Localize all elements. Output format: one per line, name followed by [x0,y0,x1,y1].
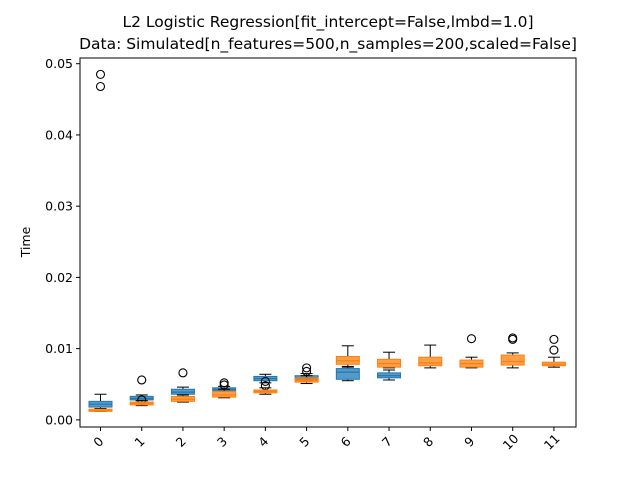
y-tick-label: 0.00 [45,412,73,427]
x-tick-label: 3 [214,434,230,450]
flier-point [466,334,477,344]
box-series_b-2 [170,368,195,403]
box-series_b-6 [335,345,360,367]
x-tick-label: 7 [379,434,395,450]
flier-point [219,380,229,390]
box-body [418,356,443,367]
x-tick-label: 0 [90,434,106,450]
box-series_a-0 [88,69,113,409]
box-series_b-4 [253,387,278,395]
flier-point [137,375,147,385]
x-tick-label: 10 [500,431,522,453]
flier-point [178,368,188,378]
box-series_b-1 [129,375,154,407]
box-series_a-4 [253,373,278,391]
box-body [500,354,525,366]
flier-point [549,345,559,355]
plot-area [88,69,566,412]
box-series_a-7 [377,369,402,381]
x-tick-label: 2 [173,434,189,450]
flier-point [549,334,559,344]
box-body [294,377,319,383]
x-tick-label: 9 [461,434,477,450]
y-tick-label: 0.01 [45,341,73,356]
y-tick-label: 0.05 [45,56,73,71]
flier-point [95,81,106,92]
x-tick-label: 8 [420,434,436,450]
box-series_b-9 [459,334,484,369]
box-series_b-3 [212,380,237,399]
chart-title-line-1: L2 Logistic Regression[fit_intercept=Fal… [122,13,533,32]
y-tick-label: 0.04 [45,127,73,142]
y-axis-label: Time [18,226,33,258]
x-tick-label: 1 [131,434,147,450]
box-series_b-7 [377,351,402,369]
box-body [212,390,237,398]
box-series_a-6 [335,366,360,382]
x-tick-label: 4 [255,434,271,450]
x-tick-label: 11 [541,431,563,453]
flier-point [260,376,270,386]
flier-point [302,363,312,373]
box-series_b-11 [541,334,566,368]
x-tick-label: 5 [296,434,312,450]
plot-frame [79,57,577,428]
x-axis: 0 1 2 3 4 5 6 7 8 9 10 11 [90,427,563,453]
box-body [335,368,360,380]
y-tick-label: 0.03 [45,199,73,214]
x-tick-label: 6 [338,434,354,450]
flier-point [508,333,518,343]
y-axis: 0.00 0.01 0.02 0.03 0.04 0.05 [45,56,80,427]
box-series_b-5 [294,363,319,385]
box-series_b-8 [418,344,443,369]
box-series_b-10 [500,333,525,369]
chart-title-line-2: Data: Simulated[n_features=500,n_samples… [79,35,577,54]
y-tick-label: 0.02 [45,270,73,285]
box-series_b-0 [88,407,113,412]
flier-point [95,69,106,79]
